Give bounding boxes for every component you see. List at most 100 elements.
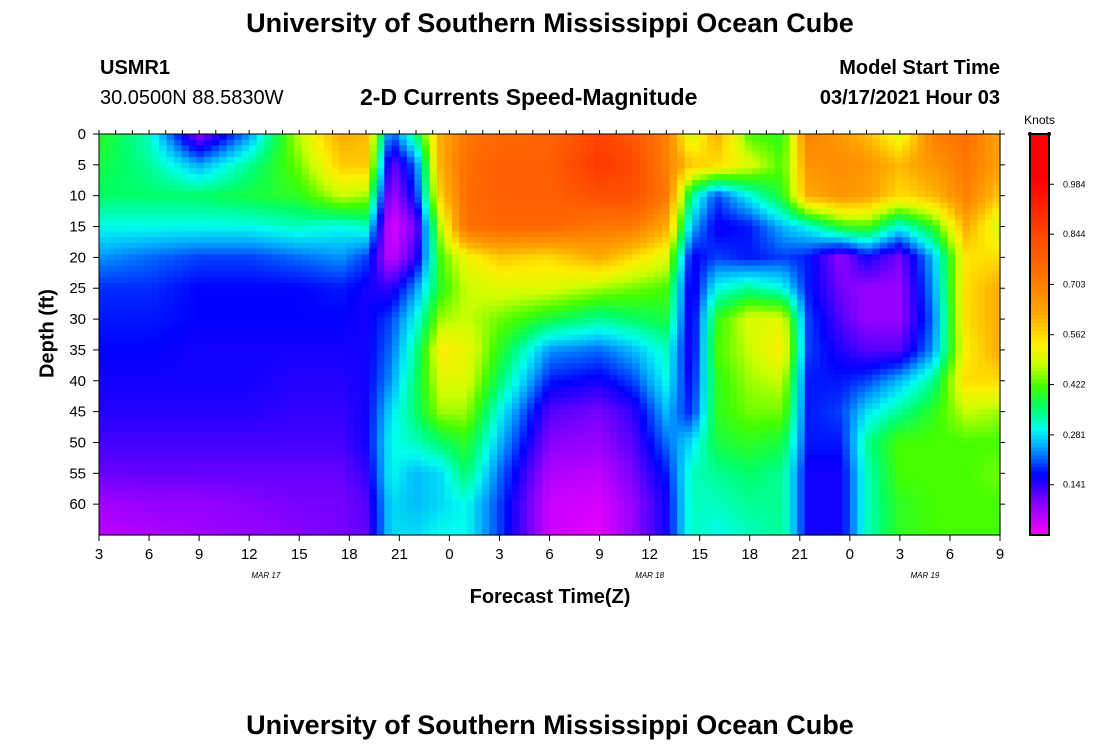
heatmap-cell — [474, 168, 483, 175]
heatmap-cell — [421, 380, 430, 387]
heatmap-cell — [384, 506, 393, 513]
heatmap-cell — [106, 414, 115, 422]
heatmap-cell — [481, 208, 491, 215]
heatmap-cell — [204, 334, 213, 341]
heatmap-cell — [181, 248, 190, 255]
heatmap-cell — [121, 340, 130, 347]
heatmap-cell — [384, 431, 393, 439]
heatmap-cell — [219, 185, 228, 192]
heatmap-cell — [166, 317, 175, 324]
heatmap-cell — [301, 431, 310, 439]
heatmap-cell — [129, 460, 138, 467]
heatmap-cell — [324, 294, 333, 301]
heatmap-cell — [376, 202, 385, 210]
heatmap-cell — [391, 282, 400, 290]
heatmap-cell — [421, 162, 430, 169]
heatmap-cell — [174, 323, 183, 330]
heatmap-cell — [241, 368, 250, 376]
heatmap-cell — [496, 145, 506, 152]
heatmap-cell — [406, 334, 415, 341]
heatmap-cell — [286, 219, 295, 227]
heatmap-cell — [294, 431, 303, 439]
heatmap-cell — [234, 202, 243, 210]
heatmap-cell — [99, 305, 108, 313]
heatmap-cell — [572, 431, 581, 439]
heatmap-cell — [564, 386, 573, 393]
heatmap-cell — [361, 483, 370, 490]
heatmap-cell — [414, 506, 423, 513]
heatmap-cell — [234, 471, 243, 479]
heatmap-cell — [436, 386, 445, 393]
heatmap-cell — [466, 151, 476, 158]
heatmap-cell — [181, 305, 190, 313]
heatmap-cell — [316, 345, 325, 353]
heatmap-cell — [166, 134, 175, 141]
heatmap-cell — [264, 489, 273, 496]
heatmap-cell — [324, 282, 333, 290]
heatmap-cell — [114, 483, 123, 490]
heatmap-cell — [286, 334, 295, 341]
heatmap-cell — [489, 374, 498, 381]
heatmap-cell — [579, 248, 588, 255]
heatmap-cell — [526, 225, 536, 232]
heatmap-cell — [309, 386, 318, 393]
heatmap-cell — [504, 179, 513, 187]
heatmap-cell — [181, 197, 190, 204]
heatmap-cell — [466, 397, 476, 404]
heatmap-cell — [301, 403, 310, 410]
heatmap-cell — [226, 277, 235, 284]
heatmap-cell — [166, 174, 175, 181]
heatmap-cell — [354, 368, 363, 376]
heatmap-cell — [481, 483, 491, 490]
heatmap-cell — [609, 151, 618, 158]
heatmap-cell — [151, 156, 160, 164]
heatmap-cell — [594, 477, 603, 485]
heatmap-cell — [474, 214, 483, 221]
heatmap-cell — [602, 471, 611, 479]
heatmap-cell — [519, 134, 528, 141]
heatmap-cell — [504, 443, 513, 450]
heatmap-cell — [526, 471, 536, 479]
heatmap-cell — [414, 512, 423, 519]
heatmap-cell — [384, 334, 393, 341]
heatmap-cell — [429, 506, 438, 513]
heatmap-cell — [271, 363, 280, 370]
heatmap-cell — [519, 351, 528, 359]
heatmap-cell — [286, 151, 295, 158]
heatmap-cell — [414, 397, 423, 404]
heatmap-cell — [504, 208, 513, 215]
heatmap-cell — [136, 460, 145, 467]
heatmap-cell — [406, 197, 415, 204]
heatmap-cell — [602, 277, 611, 284]
heatmap-cell — [489, 305, 498, 313]
heatmap-cell — [339, 168, 348, 175]
heatmap-cell — [121, 219, 130, 227]
heatmap-cell — [196, 517, 205, 525]
heatmap-cell — [399, 374, 408, 381]
heatmap-cell — [196, 237, 205, 244]
heatmap-cell — [594, 139, 603, 147]
heatmap-cell — [399, 260, 408, 267]
heatmap-cell — [564, 317, 573, 324]
heatmap-cell — [384, 523, 393, 530]
heatmap-cell — [519, 483, 528, 490]
heatmap-cell — [594, 225, 603, 232]
heatmap-cell — [617, 294, 626, 301]
heatmap-cell — [316, 185, 325, 192]
heatmap-cell — [451, 317, 460, 324]
heatmap-cell — [369, 156, 378, 164]
heatmap-cell — [301, 179, 310, 187]
heatmap-cell — [421, 351, 430, 359]
heatmap-cell — [399, 179, 408, 187]
heatmap-cell — [421, 449, 430, 456]
heatmap-cell — [369, 311, 378, 318]
heatmap-cell — [264, 208, 273, 215]
heatmap-cell — [174, 288, 183, 295]
heatmap-cell — [249, 248, 258, 255]
heatmap-cell — [511, 340, 521, 347]
heatmap-cell — [309, 179, 318, 187]
heatmap-cell — [399, 529, 408, 536]
heatmap-cell — [144, 334, 153, 341]
heatmap-cell — [617, 363, 626, 370]
heatmap-cell — [399, 363, 408, 370]
